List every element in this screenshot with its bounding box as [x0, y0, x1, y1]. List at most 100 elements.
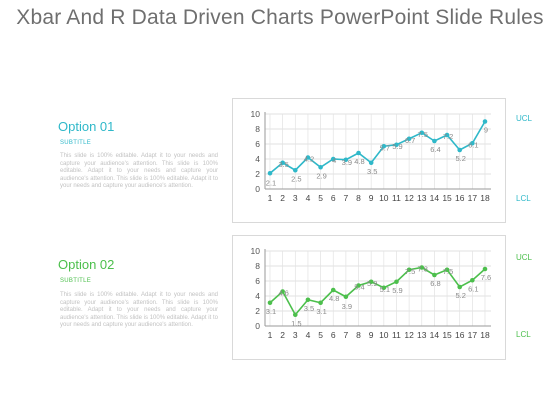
x-tick-label: 9: [369, 330, 374, 340]
x-tick-label: 15: [442, 330, 452, 340]
data-label: 7.5: [405, 267, 415, 276]
x-tick-label: 12: [404, 330, 414, 340]
option-2-subtitle: SUBTITLE: [60, 278, 92, 284]
data-point: [330, 287, 336, 293]
data-point: [305, 155, 311, 160]
data-label: 3.5: [278, 160, 288, 169]
chart-2-panel: 0 2 4 6 8 10 1 2 3 4 5 6 7 8 9 10 11 12 13 14 15 16 17 18 3.1 4.6…: [232, 235, 506, 360]
data-label: 4.8: [329, 294, 339, 303]
data-point: [381, 143, 387, 149]
data-point: [482, 119, 488, 124]
data-label: 3.9: [342, 158, 352, 167]
y-tick-label: 6: [255, 276, 260, 286]
data-point: [381, 285, 387, 291]
data-point: [394, 279, 399, 285]
data-point: [470, 140, 475, 146]
data-point: [368, 279, 374, 285]
x-tick-label: 1: [268, 330, 273, 340]
x-tick-label: 13: [417, 193, 427, 203]
x-tick-label: 1: [268, 193, 273, 203]
y-tick-label: 4: [255, 291, 260, 301]
data-label: 5.2: [455, 291, 465, 300]
data-point: [356, 283, 361, 288]
x-tick-label: 7: [344, 193, 349, 203]
x-tick-label: 12: [404, 193, 414, 203]
data-point: [394, 142, 399, 148]
x-tick-label: 2: [280, 193, 285, 203]
x-tick-label: 18: [480, 193, 490, 203]
x-tick-label: 14: [430, 330, 440, 340]
x-tick-label: 4: [306, 193, 311, 203]
x-tick-label: 6: [331, 193, 336, 203]
x-tick-label: 8: [356, 330, 361, 340]
x-tick-label: 17: [468, 193, 478, 203]
x-tick-label: 2: [280, 330, 285, 340]
series-line: [269, 266, 486, 317]
x-tick-label: 9: [369, 193, 374, 203]
data-label: 9: [484, 126, 488, 135]
data-label: 5.4: [354, 283, 364, 292]
x-tick-label: 10: [379, 193, 389, 203]
data-label: 7.2: [443, 132, 453, 141]
data-point: [482, 266, 488, 272]
data-point: [292, 167, 298, 173]
data-label: 7.6: [481, 273, 491, 282]
data-point: [444, 132, 450, 138]
data-label: 5.2: [455, 154, 465, 163]
y-tick-label: 10: [251, 109, 261, 119]
data-point: [318, 164, 323, 170]
data-label: 3.9: [342, 302, 352, 311]
data-point: [343, 157, 349, 163]
x-tick-label: 16: [455, 193, 465, 203]
x-tick-label: 3: [293, 193, 298, 203]
data-label: 5.1: [380, 285, 390, 294]
data-label: 6.4: [430, 145, 440, 154]
data-label: 4.6: [278, 289, 288, 298]
option-2-body: This slide is 100% editable. Adapt it to…: [60, 292, 218, 329]
data-label: 4.2: [304, 155, 314, 164]
option-2-title: Option 02: [58, 257, 115, 272]
option-1-title: Option 01: [58, 119, 115, 134]
y-tick-label: 2: [255, 169, 260, 179]
data-label: 2.1: [266, 178, 276, 187]
data-point: [368, 160, 374, 166]
data-point: [292, 312, 298, 318]
x-tick-label: 11: [392, 193, 401, 203]
x-tick-label: 7: [344, 330, 349, 340]
data-label: 5.9: [392, 286, 402, 295]
data-point: [419, 265, 425, 270]
chart-2-ucl-label: UCL: [516, 253, 533, 262]
x-tick-label: 14: [430, 193, 440, 203]
data-label: 1.5: [291, 319, 301, 328]
data-point: [330, 156, 336, 162]
x-tick-label: 18: [480, 330, 490, 340]
x-tick-label: 13: [417, 330, 427, 340]
data-point: [457, 147, 463, 153]
option-1-body: This slide is 100% editable. Adapt it to…: [60, 153, 218, 190]
data-label: 5.9: [392, 142, 402, 151]
data-label: 6.1: [468, 140, 478, 149]
y-tick-label: 0: [255, 184, 260, 194]
data-point: [267, 300, 273, 306]
data-point: [406, 267, 412, 273]
data-label: 7.5: [443, 267, 453, 276]
data-label: 5.7: [380, 143, 390, 152]
y-tick-label: 2: [255, 306, 260, 316]
x-tick-label: 5: [318, 193, 323, 203]
data-point: [406, 136, 412, 142]
data-point: [432, 138, 437, 144]
data-point: [305, 297, 311, 303]
y-tick-label: 4: [255, 154, 260, 164]
data-label: 3.5: [304, 304, 314, 313]
data-point: [432, 272, 437, 278]
data-label: 6.7: [405, 136, 415, 145]
data-label: 2.9: [316, 171, 326, 180]
series-line: [269, 121, 486, 174]
data-label: 5.9: [367, 279, 377, 288]
data-point: [470, 277, 475, 283]
data-point: [318, 300, 323, 306]
data-point: [343, 294, 349, 300]
chart-1-lcl-label: LCL: [516, 194, 531, 203]
chart-1-panel: 0 2 4 6 8 10 1 2 3 4 5 6 7 8 9 10 11 12 13 14 15 16 17 18 2.1 3.5…: [232, 98, 506, 223]
